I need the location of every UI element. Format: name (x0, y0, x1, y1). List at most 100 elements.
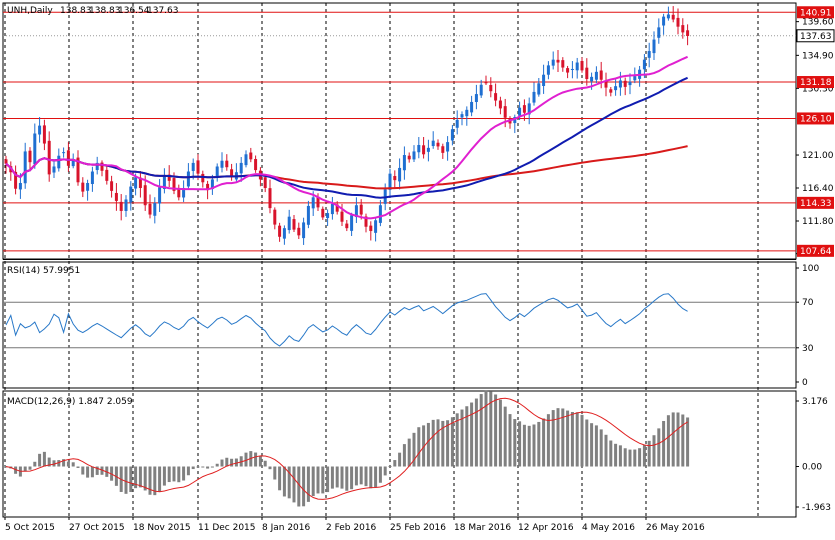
candle-body (119, 201, 123, 211)
candle-body (326, 213, 330, 219)
macd-histogram-bar (182, 466, 186, 481)
candle-body (273, 209, 277, 225)
macd-histogram-bar (138, 466, 142, 488)
rsi-line (5, 293, 688, 347)
macd-histogram-bar (513, 419, 517, 467)
candle-body (201, 173, 205, 183)
level-price-label: 140.91 (800, 8, 832, 18)
candle-body (460, 114, 464, 118)
macd-histogram-bar (479, 394, 483, 467)
macd-histogram-bar (561, 408, 565, 467)
macd-histogram-bar (489, 391, 493, 467)
macd-histogram-bar (244, 452, 248, 467)
candle-body (158, 187, 162, 204)
candle-body (110, 181, 114, 191)
x-axis-label: 25 Feb 2016 (390, 523, 446, 533)
candle-body (364, 216, 368, 227)
macd-histogram-bar (345, 466, 349, 491)
candle-body (422, 145, 426, 155)
macd-histogram-bar (594, 425, 598, 467)
x-axis-label: 5 Oct 2015 (5, 523, 55, 533)
candle-body (191, 162, 195, 171)
candle-body (594, 71, 598, 80)
candle-body (302, 222, 306, 239)
candle-body (100, 162, 104, 171)
macd-histogram-bar (398, 452, 402, 467)
macd-signal-line (5, 397, 688, 500)
macd-histogram-bar (100, 466, 104, 475)
macd-histogram-bar (412, 432, 416, 467)
macd-histogram-bar (311, 466, 315, 497)
macd-histogram-bar (662, 420, 666, 467)
macd-histogram-bar (335, 466, 339, 488)
candle-body (350, 215, 354, 231)
candle-body (378, 205, 382, 223)
macd-histogram-bar (585, 419, 589, 467)
price-axis-label: 116.40 (802, 184, 834, 194)
candle-body (527, 103, 531, 115)
candle-body (134, 177, 138, 189)
macd-histogram-bar (426, 422, 430, 467)
macd-histogram-bar (230, 458, 234, 467)
macd-panel (2, 390, 797, 518)
candle-body (23, 151, 27, 184)
macd-histogram-bar (321, 466, 325, 494)
candle-body (196, 160, 200, 174)
macd-histogram-bar (465, 406, 469, 467)
macd-histogram-bar (494, 394, 498, 467)
macd-histogram-bar (455, 413, 459, 467)
macd-histogram-bar (273, 466, 277, 480)
macd-histogram-bar (258, 455, 262, 467)
x-axis-label: 8 Jan 2016 (262, 523, 310, 533)
macd-histogram-bar (287, 466, 291, 499)
ohlc-low: 136.54 (118, 6, 150, 16)
candle-body (177, 188, 181, 198)
candle-body (143, 185, 147, 206)
macd-histogram-bar (129, 466, 133, 493)
macd-histogram-bar (210, 466, 214, 468)
macd-histogram-bar (153, 466, 157, 496)
price-axis-label: 134.90 (802, 51, 834, 61)
macd-histogram-bar (76, 466, 80, 468)
price-axis-label: 130.30 (802, 84, 834, 94)
candle-body (81, 182, 85, 192)
macd-histogram-bar (297, 466, 301, 507)
candle-body (628, 81, 632, 86)
current-price-label: 137.63 (800, 32, 832, 42)
ohlc-close: 137.63 (147, 6, 179, 16)
x-axis-label: 27 Oct 2015 (69, 523, 125, 533)
candle-body (95, 162, 99, 171)
x-axis-label: 11 Dec 2015 (198, 523, 256, 533)
candle-body (412, 151, 416, 160)
macd-histogram-bar (402, 444, 406, 467)
candle-body (556, 59, 560, 63)
macd-histogram-bar (172, 466, 176, 482)
level-price-tag (797, 6, 834, 19)
macd-histogram-bar (527, 425, 531, 467)
candle-body (575, 62, 579, 71)
macd-histogram-bar (618, 445, 622, 467)
candle-body (311, 197, 315, 209)
candle-body (268, 188, 272, 209)
price-panel (2, 2, 797, 260)
candle-body (282, 228, 286, 239)
macd-histogram-bar (282, 466, 286, 497)
candle-body (671, 14, 675, 20)
macd-histogram-bar (633, 449, 637, 467)
macd-histogram-bar (47, 457, 51, 467)
candle-body (570, 68, 574, 70)
candle-body (114, 192, 118, 201)
candle-body (18, 182, 22, 190)
macd-histogram-bar (23, 466, 27, 472)
candle-body (330, 203, 334, 215)
macd-histogram-bar (503, 406, 507, 467)
macd-histogram-bar (470, 402, 474, 467)
candle-body (124, 199, 128, 211)
macd-histogram-bar (604, 434, 608, 467)
candle-body (633, 76, 637, 81)
candle-body (436, 142, 440, 147)
candle-body (498, 100, 502, 109)
candle-body (71, 160, 75, 167)
macd-histogram-bar (316, 466, 320, 494)
candle-body (609, 89, 613, 93)
